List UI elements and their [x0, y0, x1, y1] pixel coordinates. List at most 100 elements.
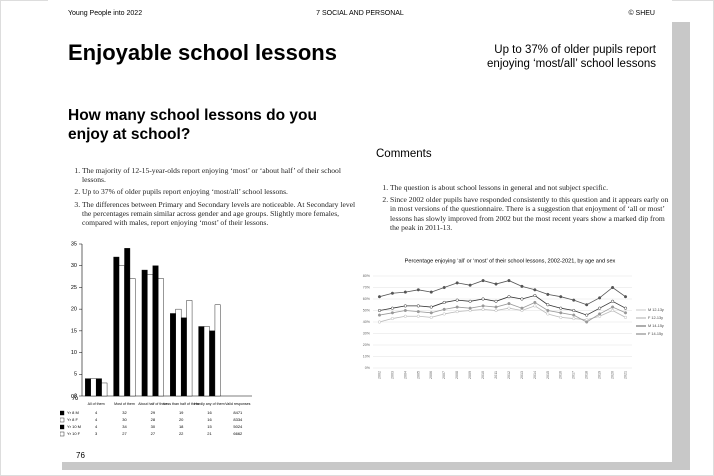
- bar: [198, 326, 205, 397]
- y-tick-label: 5: [74, 372, 77, 378]
- x-tick-label: 2003: [390, 371, 394, 379]
- y-tick-label: 25: [71, 285, 77, 291]
- y-tick-label: 60%: [363, 297, 371, 301]
- point: [403, 290, 407, 294]
- point: [494, 305, 498, 309]
- legend-label: Yr 10 F: [67, 431, 81, 436]
- table-value: 27: [122, 431, 127, 436]
- bar: [158, 278, 164, 397]
- point: Up to 37% of older pupils report enjoyin…: [82, 187, 360, 196]
- bar: [118, 265, 125, 397]
- point: [623, 315, 628, 319]
- x-tick-label: 2006: [429, 371, 433, 379]
- point: [377, 295, 382, 299]
- y-tick-label: 15: [71, 328, 77, 334]
- point: [481, 307, 485, 311]
- bar: [90, 378, 97, 397]
- table-value: 4: [95, 424, 98, 429]
- point: [507, 295, 511, 299]
- bar: [147, 274, 154, 397]
- table-value: 4: [95, 410, 98, 415]
- page-number: 76: [76, 451, 85, 460]
- bar: [170, 313, 176, 397]
- point: [442, 300, 446, 305]
- bar: [209, 330, 216, 397]
- point: [429, 305, 433, 309]
- legend-swatch: [60, 417, 65, 423]
- bar: [180, 317, 187, 397]
- line: [379, 301, 626, 323]
- x-tick-label: 2013: [520, 371, 524, 379]
- x-tick-label: 2008: [455, 371, 459, 379]
- point: [533, 294, 537, 298]
- table-value: 15: [207, 424, 212, 429]
- header-left: Young People into 2022: [68, 10, 143, 17]
- point: [429, 315, 433, 319]
- header-right: © SHEU: [628, 10, 655, 17]
- bar: [186, 300, 193, 397]
- legend-label: F 12-13y: [648, 316, 663, 320]
- point: [520, 306, 524, 310]
- point: [481, 279, 485, 283]
- x-tick-label: About half of them: [138, 402, 167, 406]
- point: [377, 320, 382, 324]
- point: [546, 303, 550, 307]
- question: How many school lessons do you enjoy at …: [68, 107, 317, 143]
- y-tick-label: 0: [74, 393, 77, 399]
- point: [481, 304, 485, 308]
- y-tick-label: 50%: [363, 308, 371, 312]
- point: [390, 311, 394, 315]
- point: [390, 317, 394, 321]
- x-tick-label: 2015: [546, 371, 550, 379]
- bar: [175, 308, 182, 397]
- point: [429, 290, 433, 294]
- y-tick-label: 10: [71, 350, 77, 356]
- header-center: 7 SOCIAL AND PERSONAL: [316, 10, 404, 17]
- point: [611, 285, 615, 290]
- y-tick-label: 30: [71, 263, 77, 269]
- point: [572, 313, 576, 317]
- point: [468, 306, 472, 310]
- point: [416, 314, 420, 318]
- point: [507, 302, 511, 306]
- y-tick-label: 20: [71, 307, 77, 313]
- bar: [85, 378, 91, 397]
- x-tick-label: 2011: [494, 371, 498, 379]
- point: [520, 284, 524, 288]
- legend-label: Yr 8 M: [67, 410, 79, 415]
- point: [623, 295, 628, 299]
- x-tick-label: 2020: [611, 371, 615, 379]
- point: [623, 306, 628, 310]
- y-tick-label: 10%: [363, 354, 371, 358]
- legend-label: Yr 8 F: [67, 417, 78, 422]
- point: [455, 310, 459, 314]
- y-tick-label: 70%: [363, 285, 371, 289]
- point: [377, 313, 382, 317]
- point: [416, 288, 420, 292]
- x-tick-label: 2016: [559, 371, 563, 379]
- bar: [203, 326, 210, 397]
- point: [611, 299, 615, 303]
- y-tick-label: 0%: [365, 366, 371, 370]
- point: [623, 311, 628, 315]
- table-value: 32: [122, 410, 127, 415]
- point: [468, 283, 472, 287]
- point: [390, 291, 394, 295]
- x-tick-label: 2018: [585, 371, 589, 379]
- point: [559, 311, 563, 315]
- table-value: 27: [151, 431, 156, 436]
- bar: [129, 278, 136, 397]
- x-tick-label: Less than half of them: [163, 402, 198, 406]
- point: [442, 285, 446, 290]
- x-tick-label: 2004: [403, 371, 407, 379]
- line: [379, 295, 626, 316]
- point: [507, 306, 511, 310]
- point: [533, 304, 537, 308]
- table-value: 30: [122, 417, 127, 422]
- table-value: 29: [151, 410, 156, 415]
- x-tick-label: 2021: [623, 371, 627, 379]
- bar-chart: %0 5 10 15 20 25 30 35 All of them Most of them Ab…: [60, 241, 252, 437]
- table-value: 22: [179, 431, 184, 436]
- table-value: 16: [207, 417, 212, 422]
